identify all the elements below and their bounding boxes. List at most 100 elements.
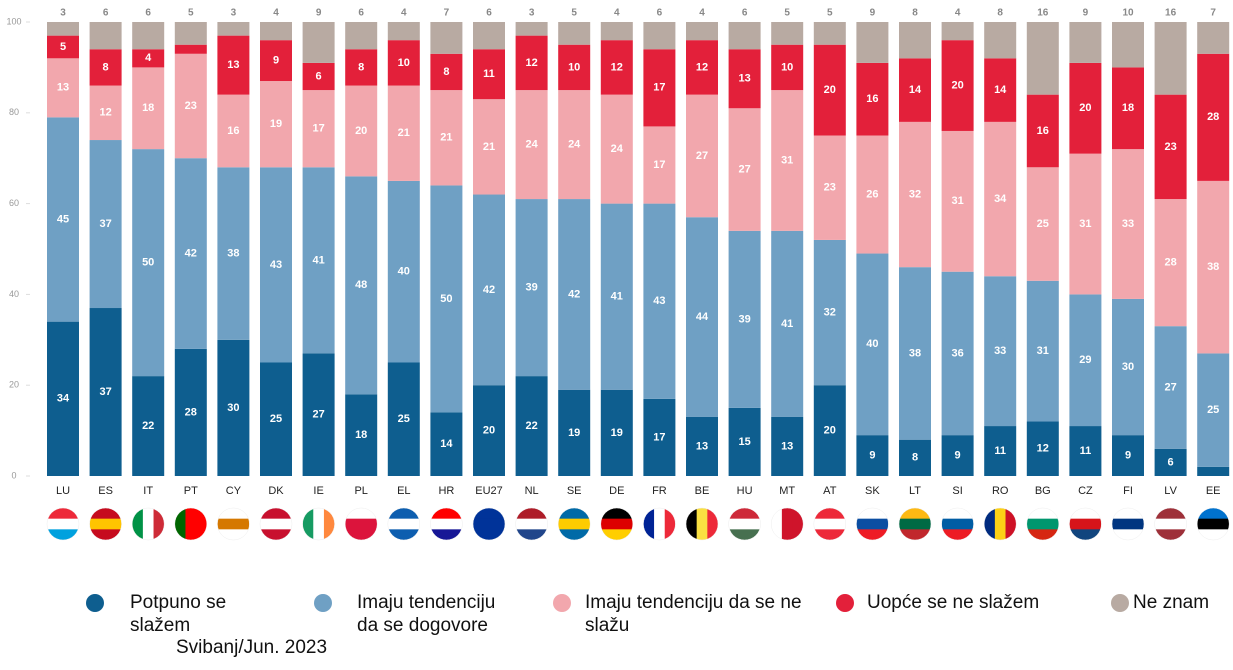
- bar-segment: [1112, 149, 1144, 299]
- data-label: 9: [273, 54, 279, 66]
- x-tick-label: RO: [992, 485, 1009, 497]
- bar-segment: [132, 49, 165, 68]
- bar-segment: [1069, 426, 1102, 476]
- data-label: 24: [568, 138, 581, 150]
- data-label: 45: [57, 213, 69, 225]
- data-label: 25: [398, 413, 410, 425]
- data-label: 16: [227, 125, 239, 137]
- data-label: 37: [99, 386, 111, 398]
- bar-segment: [1026, 167, 1059, 281]
- flag-stripe: [664, 508, 676, 540]
- bar-segment: [1112, 22, 1144, 68]
- flag-stripe: [856, 508, 889, 520]
- legend-marker: [86, 594, 104, 612]
- bar-segment: [1112, 435, 1144, 476]
- x-tick-label: BG: [1035, 485, 1051, 497]
- data-label: 12: [696, 61, 708, 73]
- bar-segment: [941, 22, 974, 41]
- flag-outline: [515, 507, 548, 541]
- flag-stripe: [345, 518, 378, 530]
- bar-segment: [600, 389, 633, 476]
- flag-outline: [302, 507, 335, 541]
- bar-segment: [984, 276, 1017, 427]
- bar-segment: [89, 140, 122, 309]
- bar-segment: [643, 398, 676, 476]
- data-label: 4: [614, 8, 620, 19]
- data-label: 5: [827, 8, 833, 19]
- bar-segment: [899, 439, 931, 476]
- x-tick-label: SK: [865, 485, 880, 497]
- flag-stripe: [217, 529, 250, 540]
- data-label: 40: [398, 266, 410, 278]
- flag-stripe: [941, 529, 974, 540]
- x-tick-label: DE: [609, 485, 624, 497]
- flag-stripe: [1154, 529, 1187, 540]
- data-label: 34: [994, 193, 1007, 205]
- bar-segment: [686, 94, 718, 218]
- data-label: 28: [1164, 257, 1176, 269]
- bar-segment: [728, 230, 761, 408]
- bar-segment: [515, 199, 548, 377]
- flag-stripe: [941, 508, 974, 520]
- data-label: 10: [781, 61, 793, 73]
- bar-segment: [174, 22, 207, 45]
- flag-stripe: [387, 508, 420, 520]
- bar-segment: [984, 426, 1017, 476]
- flag-stripe: [643, 508, 655, 540]
- bar-segment: [89, 49, 122, 86]
- bar-segment: [1026, 94, 1059, 168]
- data-label: 6: [657, 8, 663, 19]
- x-tick-label: CY: [226, 485, 242, 497]
- bar-segment: [1069, 62, 1102, 154]
- flag-stripe: [899, 518, 931, 530]
- data-label: 30: [1122, 361, 1134, 373]
- data-label: 24: [525, 138, 538, 150]
- bar-segment: [132, 149, 165, 377]
- data-label: 25: [1207, 404, 1219, 416]
- bar-segment: [345, 176, 378, 395]
- x-tick-label: HR: [438, 485, 454, 497]
- flag-stripe: [686, 508, 698, 540]
- bar-segment: [217, 22, 250, 36]
- data-label: 5: [188, 8, 194, 19]
- data-label: 7: [444, 8, 450, 19]
- data-label: 17: [653, 82, 665, 94]
- bar-segment: [260, 167, 292, 363]
- flag-stripe: [856, 529, 889, 540]
- bar-segment: [899, 58, 931, 122]
- data-label: 15: [738, 436, 750, 448]
- flag-stripe: [345, 508, 378, 520]
- flag-stripe: [515, 518, 548, 530]
- bar-segment: [430, 412, 463, 476]
- bar-segment: [558, 90, 591, 200]
- data-label: 16: [1037, 8, 1049, 19]
- data-label: 25: [270, 413, 282, 425]
- data-label: 4: [955, 8, 961, 19]
- data-label: 50: [440, 293, 452, 305]
- bar-segment: [686, 40, 718, 95]
- flag-stripe: [899, 508, 931, 520]
- bar-segment: [430, 185, 463, 413]
- data-label: 13: [781, 440, 793, 452]
- flag-stripe: [728, 518, 761, 530]
- flag-stripe: [1026, 518, 1059, 530]
- bar-segment: [473, 22, 505, 50]
- bar-segment: [1154, 22, 1187, 95]
- flag-stripe: [473, 529, 505, 540]
- data-label: 9: [316, 8, 322, 19]
- flag-stripe: [600, 529, 633, 540]
- x-tick-label: EE: [1206, 485, 1221, 497]
- bar-segment: [771, 22, 804, 45]
- flag-outline: [259, 507, 293, 541]
- flag-stripe: [654, 508, 666, 540]
- legend-marker: [1111, 594, 1129, 612]
- data-label: 42: [185, 247, 197, 259]
- bar-segment: [728, 108, 761, 231]
- bar-segment: [387, 180, 420, 363]
- x-tick-label: DK: [268, 485, 284, 497]
- data-label: 5: [784, 8, 790, 19]
- data-label: 39: [738, 313, 750, 325]
- x-tick-label: LV: [1164, 485, 1177, 497]
- data-label: 6: [358, 8, 364, 19]
- bar-segment: [260, 81, 292, 168]
